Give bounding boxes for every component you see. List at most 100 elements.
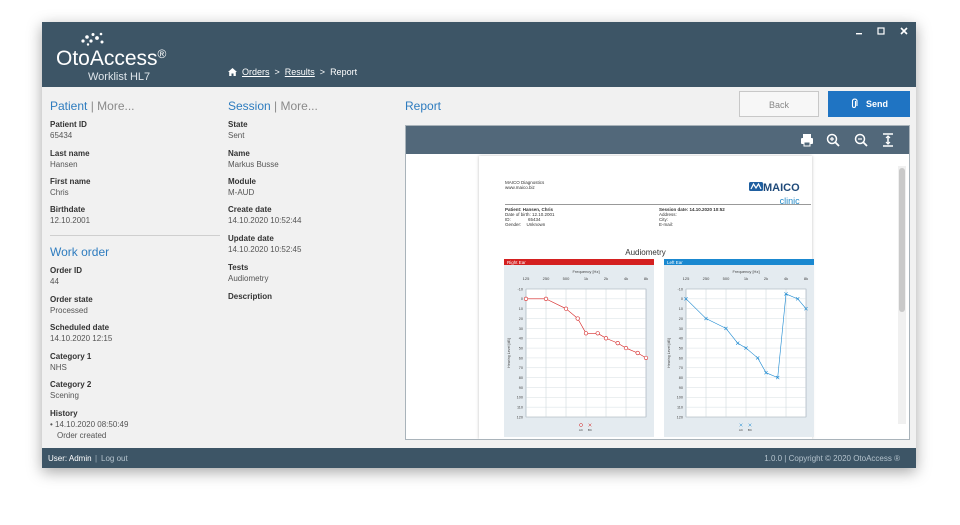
level-tick-label: 90 — [519, 386, 523, 390]
level-tick-label: 60 — [679, 356, 683, 360]
frequency-tick-label: 500 — [723, 276, 730, 281]
frequency-axis-label: Frequency [Hz] — [572, 269, 599, 274]
legend-bc-label: BC — [748, 428, 753, 432]
description-field: Description — [228, 292, 273, 301]
tests-field: Tests Audiometry — [228, 263, 269, 283]
maximize-icon[interactable] — [876, 26, 886, 36]
patient-more-link[interactable]: More... — [97, 99, 135, 113]
doc-company: MAICO Diagnostics — [505, 180, 545, 185]
level-tick-label: 80 — [679, 376, 683, 380]
series-segment — [705, 318, 727, 329]
session-section-title: Session | More... — [228, 99, 318, 113]
series-segment — [785, 293, 798, 300]
version-copyright: 1.0.0 | Copyright © 2020 OtoAccess ® — [764, 454, 900, 463]
doc-city: City: — [659, 217, 668, 222]
data-point-cross — [735, 341, 740, 345]
session-more-link[interactable]: More... — [280, 99, 318, 113]
category-1-field: Category 1 NHS — [50, 352, 92, 372]
frequency-tick-label: 250 — [543, 276, 550, 281]
logo-dots-icon — [81, 32, 104, 46]
level-tick-label: 100 — [677, 396, 683, 400]
series-segment — [765, 372, 778, 378]
legend-symbol — [748, 423, 752, 427]
legend-ac-label: AC — [579, 428, 584, 432]
data-point-cross — [764, 370, 768, 375]
level-tick-label: 70 — [679, 366, 683, 370]
print-icon[interactable] — [799, 132, 815, 148]
data-point-circle — [623, 345, 629, 351]
series-segment — [725, 328, 738, 344]
data-point-cross — [744, 346, 748, 350]
status-bar: User: Admin | Log out 1.0.0 | Copyright … — [42, 448, 916, 468]
maico-logo-icon — [749, 182, 763, 191]
home-icon[interactable] — [228, 68, 237, 76]
birthdate-field: Birthdate 12.10.2001 — [50, 205, 91, 225]
data-point-cross — [804, 306, 808, 311]
level-tick-label: 20 — [679, 317, 683, 321]
level-tick-label: 0 — [521, 297, 523, 301]
frequency-tick-label: 2k — [604, 276, 608, 281]
series-segment — [757, 357, 767, 373]
close-icon[interactable] — [899, 26, 909, 36]
level-tick-label: 110 — [677, 406, 683, 410]
first-name-field: First name Chris — [50, 177, 91, 197]
breadcrumb: Orders > Results > Report — [228, 67, 357, 77]
minimize-icon[interactable] — [854, 26, 864, 36]
session-name-field: Name Markus Busse — [228, 149, 279, 169]
send-button[interactable]: Send — [828, 91, 910, 117]
doc-rule — [505, 204, 811, 205]
level-tick-label: 60 — [519, 356, 523, 360]
order-id-field: Order ID 44 — [50, 266, 83, 286]
scheduled-date-field: Scheduled date 14.10.2020 12:15 — [50, 323, 113, 343]
scrollbar-thumb[interactable] — [899, 168, 905, 312]
brand-subtitle: Worklist HL7 — [88, 71, 151, 83]
doc-email: E-mail: — [659, 222, 674, 227]
level-tick-label: 10 — [519, 307, 523, 311]
level-tick-label: 110 — [517, 406, 523, 410]
viewer-scrollbar[interactable] — [898, 166, 906, 424]
data-point-cross — [724, 326, 728, 331]
ear-header-label: Right Ear — [507, 260, 526, 265]
level-tick-label: 40 — [679, 337, 683, 341]
doc-section-title: Audiometry — [625, 248, 666, 257]
breadcrumb-orders[interactable]: Orders — [242, 67, 270, 77]
back-button[interactable]: Back — [739, 91, 819, 117]
breadcrumb-results[interactable]: Results — [284, 67, 315, 77]
logout-link[interactable]: Log out — [101, 454, 128, 463]
data-point-circle — [603, 336, 609, 341]
doc-patient-line: Patient: Hansen, Chris — [505, 207, 554, 212]
report-viewer: MAICO Diagnostics www.maico.biz MAICO cl… — [405, 125, 910, 440]
zoom-in-icon[interactable] — [825, 132, 841, 148]
frequency-tick-label: 125 — [683, 276, 690, 281]
level-tick-label: 20 — [519, 317, 523, 321]
level-tick-label: 50 — [519, 346, 523, 350]
level-tick-label: 30 — [519, 327, 523, 331]
brand-name: OtoAccess® — [56, 47, 167, 70]
level-tick-label: 100 — [517, 396, 523, 400]
ear-header-bar — [504, 259, 654, 265]
patient-id-field: Patient ID 65434 — [50, 120, 87, 140]
zoom-out-icon[interactable] — [853, 132, 869, 148]
category-2-field: Category 2 Scening — [50, 380, 92, 400]
data-point-cross — [684, 297, 688, 301]
fit-height-icon[interactable] — [880, 132, 896, 148]
main-content: Patient | More... Patient ID 65434 Last n… — [42, 87, 916, 448]
data-point-cross — [755, 356, 760, 360]
frequency-tick-label: 8k — [644, 276, 648, 281]
current-user: User: Admin — [48, 454, 92, 463]
breadcrumb-report: Report — [330, 67, 358, 77]
data-point-circle — [543, 296, 549, 301]
viewer-toolbar — [406, 126, 909, 154]
frequency-tick-label: 8k — [804, 276, 808, 281]
data-point-circle — [595, 331, 600, 336]
frequency-tick-label: 4k — [784, 276, 788, 281]
maico-logo: MAICO clinic — [749, 178, 800, 206]
series-segment — [625, 347, 638, 354]
legend-ac-label: AC — [739, 428, 744, 432]
legend-symbol — [739, 423, 743, 427]
frequency-axis-label: Frequency [Hz] — [732, 269, 759, 274]
series-segment — [685, 298, 707, 319]
series-segment — [605, 337, 618, 344]
